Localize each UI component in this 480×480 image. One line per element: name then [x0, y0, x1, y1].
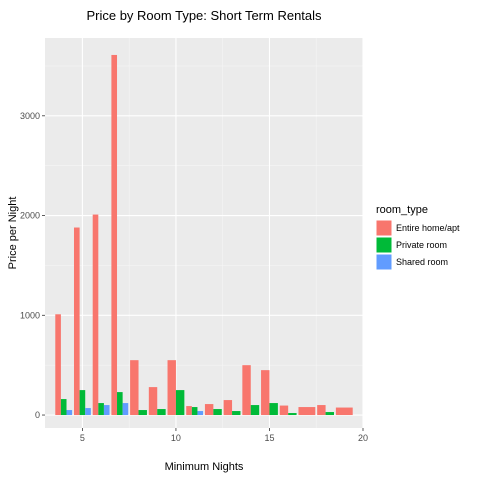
legend-key-shared-room [375, 253, 393, 271]
y-tick-label: 1000 [20, 310, 40, 320]
bar-entire-home-apt [148, 387, 158, 416]
bar-entire-home-apt [167, 360, 176, 416]
bars [55, 54, 353, 416]
chart-title: Price by Room Type: Short Term Rentals [86, 8, 322, 23]
x-axis: 5 10 15 20 [80, 428, 368, 443]
x-tick-label: 20 [358, 433, 368, 443]
bar-shared-room [122, 403, 129, 416]
bar-private-room [191, 407, 198, 416]
legend-label-entire-home-apt: Entire home/apt [396, 223, 460, 233]
bar-entire-home-apt [204, 404, 214, 416]
bar-shared-room [103, 405, 110, 416]
legend-items: Entire home/apt Private room Shared room [375, 219, 460, 271]
bar-entire-home-apt [223, 400, 233, 416]
grid-major [45, 38, 364, 428]
bar-private-room [175, 390, 185, 416]
y-tick-label: 0 [35, 410, 40, 420]
bar-private-room [288, 413, 297, 416]
legend-key-private-room [375, 236, 393, 254]
legend: room_type Entire home/apt Private room Sha… [375, 204, 460, 271]
bar-private-room [250, 405, 260, 416]
bar-private-room [325, 412, 335, 416]
legend-label-shared-room: Shared room [396, 257, 448, 267]
bar-entire-home-apt [92, 214, 99, 416]
y-tick-label: 2000 [20, 211, 40, 221]
bar-entire-home-apt [186, 406, 192, 416]
bar-entire-home-apt [130, 360, 139, 416]
bar-entire-home-apt [335, 407, 353, 416]
x-tick-label: 10 [171, 433, 181, 443]
bar-entire-home-apt [73, 227, 80, 416]
bar-entire-home-apt [261, 370, 270, 416]
bar-private-room [232, 411, 241, 416]
legend-key-entire-home-apt [375, 219, 393, 237]
bar-private-room [269, 403, 278, 416]
bar-shared-room [197, 411, 204, 416]
bar-entire-home-apt [317, 405, 326, 416]
bar-entire-home-apt [279, 405, 289, 416]
legend-title: room_type [376, 204, 428, 216]
y-axis: 0 1000 2000 3000 [20, 111, 45, 420]
bar-private-room [117, 392, 123, 416]
bar-entire-home-apt [298, 407, 316, 416]
bar-shared-room [85, 408, 91, 416]
bar-entire-home-apt [111, 54, 118, 416]
bar-private-room [79, 390, 86, 416]
y-tick-label: 3000 [20, 111, 40, 121]
bar-private-room [138, 410, 147, 416]
bar-private-room [213, 409, 222, 416]
x-tick-label: 5 [80, 433, 85, 443]
x-tick-label: 15 [264, 433, 274, 443]
bar-private-room [98, 403, 104, 416]
bar-entire-home-apt [242, 365, 251, 416]
legend-label-private-room: Private room [396, 240, 447, 250]
y-axis-title: Price per Night [7, 197, 19, 270]
bar-private-room [60, 399, 67, 416]
bar-shared-room [66, 410, 73, 416]
bar-entire-home-apt [55, 314, 61, 416]
x-axis-title: Minimum Nights [165, 461, 244, 473]
bar-private-room [157, 409, 166, 416]
